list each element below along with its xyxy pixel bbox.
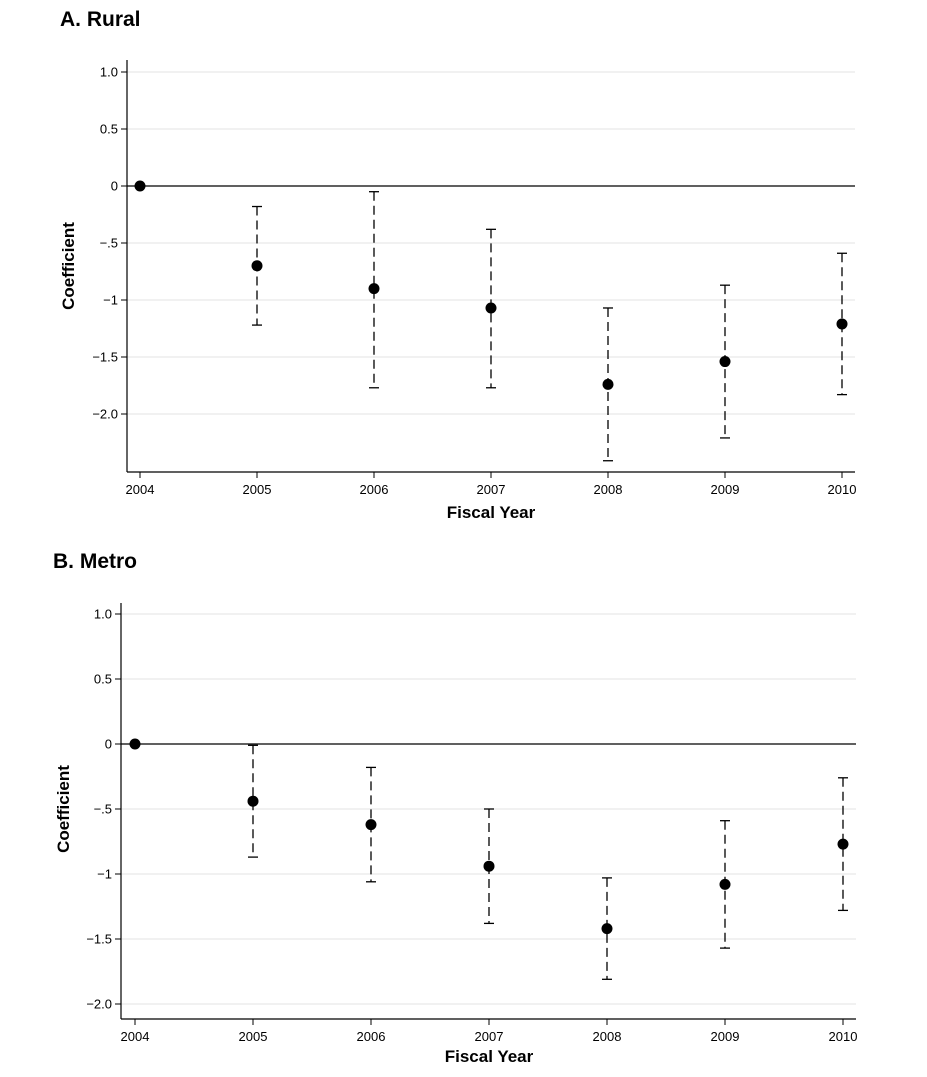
y-tick-label: −2.0: [92, 407, 118, 422]
panel-rural: A. Rural 1.0 0.5 0 −.5 −1 −1.5 −2.0 2004 2005 200…: [0, 0, 927, 538]
x-tick-label: 2007: [475, 1029, 504, 1044]
y-tick-label: 0.5: [100, 122, 118, 137]
y-tick-label: −1.5: [92, 350, 118, 365]
x-tick-label: 2006: [360, 482, 389, 497]
metro-chart: 1.0 0.5 0 −.5 −1 −1.5 −2.0 2004 2005 2006 2007 2008…: [54, 603, 858, 1066]
y-tick-label: 1.0: [94, 607, 112, 622]
data-point: [247, 795, 259, 807]
y-tick-label: −.5: [94, 802, 112, 817]
x-axis-title: Fiscal Year: [445, 1047, 534, 1066]
x-axis-title: Fiscal Year: [447, 503, 536, 522]
data-point: [134, 180, 146, 192]
data-point: [836, 318, 848, 330]
x-tick-label: 2010: [829, 1029, 858, 1044]
rural-chart: 1.0 0.5 0 −.5 −1 −1.5 −2.0 2004 2005 2006 2007 2008…: [59, 60, 857, 522]
data-point: [251, 260, 263, 272]
x-tick-label: 2010: [828, 482, 857, 497]
data-point: [368, 283, 380, 295]
data-point: [483, 860, 495, 872]
y-tick-label: 0.5: [94, 672, 112, 687]
y-tick-label: 0: [105, 737, 112, 752]
x-tick-label: 2005: [239, 1029, 268, 1044]
panel-metro: B. Metro 1.0 0.5 0 −.5 −1 −1.5 −2.0 2004 2005 200…: [0, 545, 927, 1077]
data-point: [719, 878, 731, 890]
x-tick-label: 2004: [126, 482, 155, 497]
panel-title: A. Rural: [60, 8, 141, 31]
y-tick-label: 1.0: [100, 65, 118, 80]
x-tick-label: 2008: [593, 1029, 622, 1044]
panel-title: B. Metro: [53, 550, 137, 573]
y-axis-title: Coefficient: [54, 765, 73, 853]
y-tick-label: 0: [111, 179, 118, 194]
x-tick-label: 2005: [243, 482, 272, 497]
data-point: [837, 838, 849, 850]
y-tick-label: −1: [97, 867, 112, 882]
x-tick-label: 2008: [594, 482, 623, 497]
y-tick-label: −1: [103, 293, 118, 308]
x-tick-label: 2007: [477, 482, 506, 497]
data-point: [602, 378, 614, 390]
x-tick-label: 2009: [711, 482, 740, 497]
y-tick-label: −1.5: [86, 932, 112, 947]
data-point: [485, 302, 497, 314]
y-tick-label: −.5: [100, 236, 118, 251]
y-tick-label: −2.0: [86, 997, 112, 1012]
data-point: [365, 819, 377, 831]
y-axis-title: Coefficient: [59, 222, 78, 310]
data-point: [601, 923, 613, 935]
x-tick-label: 2006: [357, 1029, 386, 1044]
data-point: [129, 738, 141, 750]
x-tick-label: 2004: [121, 1029, 150, 1044]
x-tick-label: 2009: [711, 1029, 740, 1044]
data-point: [719, 356, 731, 368]
